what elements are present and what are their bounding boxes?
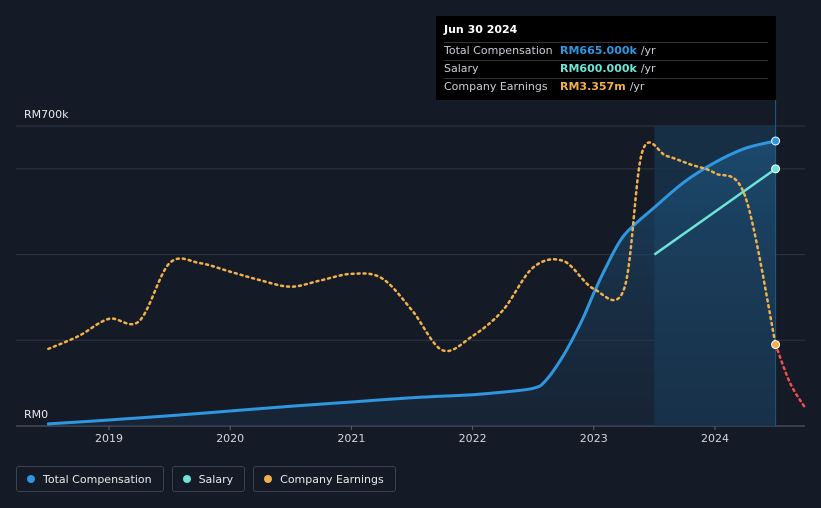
- legend-label: Total Compensation: [43, 472, 152, 486]
- tooltip-value: RM665.000k: [560, 44, 637, 57]
- total-compensation-marker: [771, 136, 781, 146]
- tooltip-row-salary: Salary RM600.000k /yr: [444, 60, 768, 78]
- legend-item-company-earnings[interactable]: Company Earnings: [253, 466, 396, 492]
- tooltip-label: Total Compensation: [444, 44, 553, 57]
- legend-item-total-compensation[interactable]: Total Compensation: [16, 466, 164, 492]
- company-earnings-line: [47, 141, 777, 353]
- legend-item-salary[interactable]: Salary: [171, 466, 246, 492]
- y-axis-bottom-label: RM0: [24, 408, 48, 421]
- salary-marker: [771, 164, 781, 174]
- x-tick-label: 2021: [337, 432, 365, 445]
- legend: Total Compensation Salary Company Earnin…: [16, 466, 396, 492]
- tooltip-label: Salary: [444, 62, 479, 75]
- x-tick-label: 2022: [459, 432, 487, 445]
- total-compensation-area: [48, 141, 776, 426]
- tooltip: Jun 30 2024 Total Compensation RM665.000…: [436, 16, 776, 100]
- legend-label: Company Earnings: [280, 472, 384, 486]
- tooltip-value: RM3.357m: [560, 80, 626, 93]
- tooltip-value: RM600.000k: [560, 62, 637, 75]
- tooltip-label: Company Earnings: [444, 80, 548, 93]
- total-compensation-dot-icon: [27, 475, 35, 483]
- company-earnings-marker: [771, 340, 781, 350]
- tooltip-row-total-compensation: Total Compensation RM665.000k /yr: [444, 42, 768, 60]
- tooltip-row-company-earnings: Company Earnings RM3.357m /yr: [444, 78, 768, 96]
- x-tick-label: 2024: [701, 432, 729, 445]
- salary-line: [653, 167, 777, 256]
- tooltip-unit: /yr: [640, 62, 656, 75]
- tooltip-unit: /yr: [629, 80, 645, 93]
- company-earnings-dot-icon: [264, 475, 273, 483]
- y-axis-top-label: RM700k: [24, 108, 69, 121]
- x-tick-label: 2020: [216, 432, 244, 445]
- x-tick-label: 2019: [95, 432, 123, 445]
- salary-dot-icon: [182, 475, 191, 483]
- tooltip-unit: /yr: [640, 44, 656, 57]
- tooltip-date: Jun 30 2024: [444, 23, 518, 36]
- total-compensation-line: [46, 139, 778, 426]
- x-tick-label: 2023: [580, 432, 608, 445]
- company-earnings-forecast-line: [774, 343, 808, 411]
- legend-label: Salary: [198, 472, 234, 486]
